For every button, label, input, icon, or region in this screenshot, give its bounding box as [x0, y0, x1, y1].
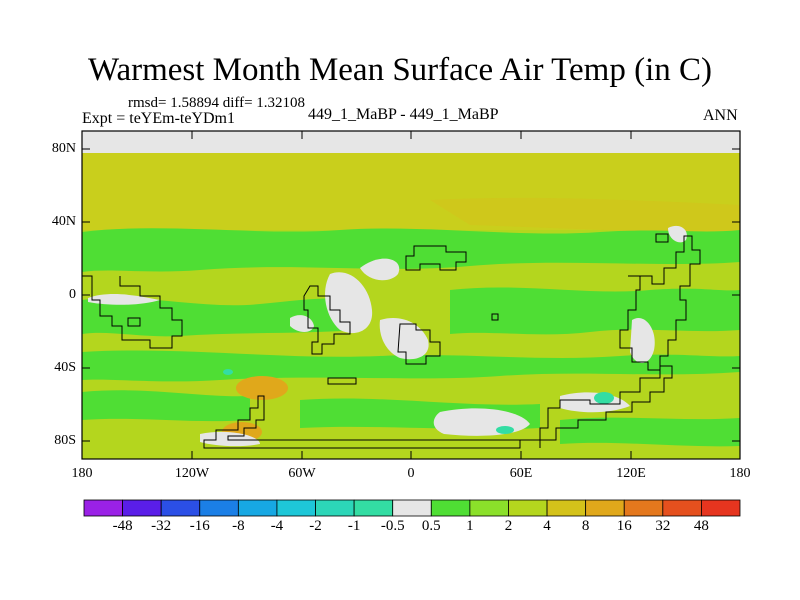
- colorbar-label: -8: [232, 518, 245, 534]
- lon-label-120w: 120W: [174, 466, 210, 481]
- lon-label-180w: 180: [71, 466, 93, 481]
- colorbar-box: [585, 499, 625, 517]
- field-cyan-b: [496, 426, 514, 434]
- map-field: [82, 131, 740, 459]
- colorbar-box: [430, 499, 471, 517]
- cases-label: 449_1_MaBP - 449_1_MaBP: [308, 106, 499, 123]
- outline-small-c: [491, 313, 499, 321]
- lon-label-120e: 120E: [616, 466, 646, 481]
- lat-label-80s: 80S: [54, 433, 76, 448]
- colorbar-label: -2: [309, 518, 322, 534]
- field-green-band-a: [82, 297, 360, 337]
- colorbar-box: [546, 499, 587, 517]
- colorbar-box: [199, 499, 239, 517]
- field-green-south-a: [82, 390, 250, 422]
- outline-north-block: [405, 245, 467, 271]
- field-warm-patch: [430, 197, 740, 235]
- field-polar-cap: [82, 131, 740, 153]
- field-warm-orange-a: [236, 376, 288, 400]
- colorbar-label: -4: [270, 518, 284, 534]
- stats-label: rmsd= 1.58894 diff= 1.32108: [128, 95, 306, 111]
- colorbar-label: 32: [655, 518, 671, 534]
- lon-label-0: 0: [407, 466, 415, 481]
- outline-small-island: [327, 377, 357, 385]
- season-label: ANN: [703, 107, 738, 124]
- colorbar-box: [508, 499, 548, 517]
- outline-central-block: [397, 323, 441, 365]
- field-white-j: [200, 431, 260, 447]
- field-cyan-c: [223, 369, 233, 375]
- colorbar-box: [160, 499, 201, 517]
- field-green-tropics-north: [82, 228, 740, 272]
- colorbar-box: [353, 499, 394, 517]
- colorbar-label: 8: [581, 518, 590, 534]
- colorbar-box: [276, 499, 316, 517]
- colorbar-box: [315, 499, 355, 517]
- outline-antarctic-east: [520, 365, 673, 448]
- lon-label-60w: 60W: [288, 466, 316, 481]
- colorbar-label: 16: [616, 518, 632, 534]
- colorbar-label: -16: [189, 518, 210, 534]
- colorbar-box: [83, 499, 123, 517]
- colorbar-box: [701, 499, 741, 517]
- field-white-a: [88, 294, 160, 305]
- lat-label-0: 0: [69, 287, 76, 302]
- colorbar-box: [623, 499, 664, 517]
- field-green-band-c: [82, 350, 740, 382]
- outline-east-island: [655, 233, 669, 243]
- colorbar: [83, 499, 741, 517]
- colorbar-label: 0.5: [421, 518, 441, 534]
- outline-small-b: [127, 317, 141, 327]
- outline-west-block: [303, 285, 351, 355]
- outline-east-block: [619, 235, 701, 371]
- field-white-b: [360, 258, 400, 281]
- lon-label-180e: 180: [729, 466, 751, 481]
- outline-south-america-like: [82, 275, 183, 349]
- colorbar-label: -1: [347, 518, 361, 534]
- outline-antarctic-west: [203, 395, 521, 449]
- lon-label-60e: 60E: [509, 466, 533, 481]
- colorbar-box: [662, 499, 702, 517]
- colorbar-label: 48: [693, 518, 709, 534]
- colorbar-label: 2: [504, 518, 513, 534]
- colorbar-label: -48: [112, 518, 133, 534]
- field-white-f: [630, 318, 655, 364]
- experiment-label: Expt = teYEm-teYDm1: [82, 110, 235, 127]
- colorbar-box: [392, 499, 432, 517]
- colorbar-box: [122, 499, 162, 517]
- field-white-g: [668, 225, 687, 243]
- field-white-c: [325, 272, 373, 334]
- colorbar-label: 1: [466, 518, 474, 534]
- axis-ticks: [81, 131, 741, 459]
- lat-label-40n: 40N: [51, 214, 76, 229]
- plot-title: Warmest Month Mean Surface Air Temp (in …: [87, 52, 713, 88]
- colorbar-label: -32: [151, 518, 172, 534]
- field-green-band-b: [450, 287, 740, 335]
- field-cyan-a: [594, 392, 614, 404]
- field-green-south-c: [560, 417, 740, 447]
- colorbar-box: [237, 499, 278, 517]
- colorbar-label: 4: [543, 518, 551, 534]
- colorbar-label: -0.5: [380, 518, 405, 534]
- colorbar-box: [469, 499, 509, 517]
- lat-label-40s: 40S: [54, 360, 76, 375]
- lat-label-80n: 80N: [51, 141, 76, 156]
